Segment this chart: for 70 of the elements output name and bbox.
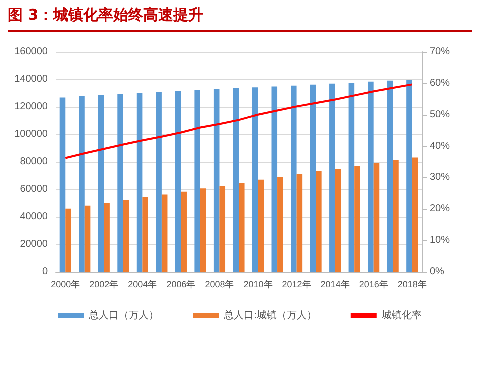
x-tick-label: 2012年 (282, 280, 312, 290)
bar (330, 84, 336, 272)
bar (104, 202, 110, 272)
bar (374, 162, 380, 272)
y-tick-label: 140000 (14, 74, 48, 85)
bar (162, 194, 168, 272)
x-tick-label: 2008年 (205, 280, 234, 290)
x-tick-label: 2006年 (166, 280, 196, 290)
y2-tick-label: 20% (430, 204, 450, 215)
y-tick-label: 120000 (14, 102, 48, 112)
y2-tick-label: 30% (430, 172, 450, 184)
bar (291, 86, 297, 272)
bar (123, 200, 130, 272)
bar (98, 95, 104, 272)
bar (84, 206, 91, 272)
line-series (64, 84, 414, 160)
bar (200, 188, 206, 272)
bar (66, 208, 72, 272)
x-tick-label: 2004年 (128, 280, 158, 290)
bar (296, 174, 303, 272)
y-tick-label: 20000 (20, 239, 48, 250)
bar (118, 94, 124, 272)
bar (214, 89, 220, 272)
y-tick-label: 40000 (20, 212, 48, 222)
y2-tick-label: 0% (430, 266, 445, 278)
bar (258, 180, 264, 272)
bar (175, 91, 182, 272)
bar (406, 80, 412, 272)
bar (310, 84, 316, 272)
bar (412, 158, 418, 272)
y-tick-label: 0 (42, 266, 48, 278)
bar (156, 92, 162, 272)
bar (252, 88, 258, 272)
bar (335, 169, 342, 272)
legend-label: 城镇化率 (380, 310, 422, 322)
x-tick-label: 2018年 (398, 280, 427, 290)
bar (368, 82, 374, 272)
y-tick-label: 80000 (20, 156, 48, 168)
bar (60, 98, 66, 272)
legend-label: 总人口（万人） (88, 310, 160, 322)
x-tick-label: 2014年 (320, 280, 350, 290)
y2-tick-label: 10% (430, 235, 450, 246)
bar (316, 171, 322, 272)
x-tick-label: 2016年 (359, 280, 388, 290)
y-tick-label: 100000 (14, 129, 48, 140)
bar (142, 197, 148, 272)
x-tick-label: 2010年 (244, 280, 273, 290)
x-tick-label: 2002年 (90, 280, 119, 290)
y2-tick-label: 40% (430, 140, 450, 152)
y-tick-label: 60000 (20, 184, 48, 195)
bar (387, 80, 394, 272)
bar (79, 96, 85, 272)
chart-title: 图 3：城镇化率始终高速提升 (8, 6, 204, 25)
bar (239, 183, 245, 272)
bar (136, 93, 143, 272)
y2-tick-label: 70% (430, 46, 450, 58)
legend-label: 总人口:城镇（万人） (223, 310, 317, 322)
bar (194, 90, 200, 272)
bar (272, 86, 278, 272)
y2-tick-label: 60% (430, 78, 450, 89)
bar (354, 166, 360, 272)
bar (181, 192, 187, 272)
y-tick-label: 160000 (14, 46, 48, 58)
x-tick-label: 2000年 (51, 280, 80, 290)
bar (233, 88, 239, 272)
bar (220, 186, 226, 272)
y2-tick-label: 50% (430, 109, 450, 120)
bar (393, 160, 399, 272)
bar (348, 82, 355, 272)
bar (278, 176, 284, 272)
